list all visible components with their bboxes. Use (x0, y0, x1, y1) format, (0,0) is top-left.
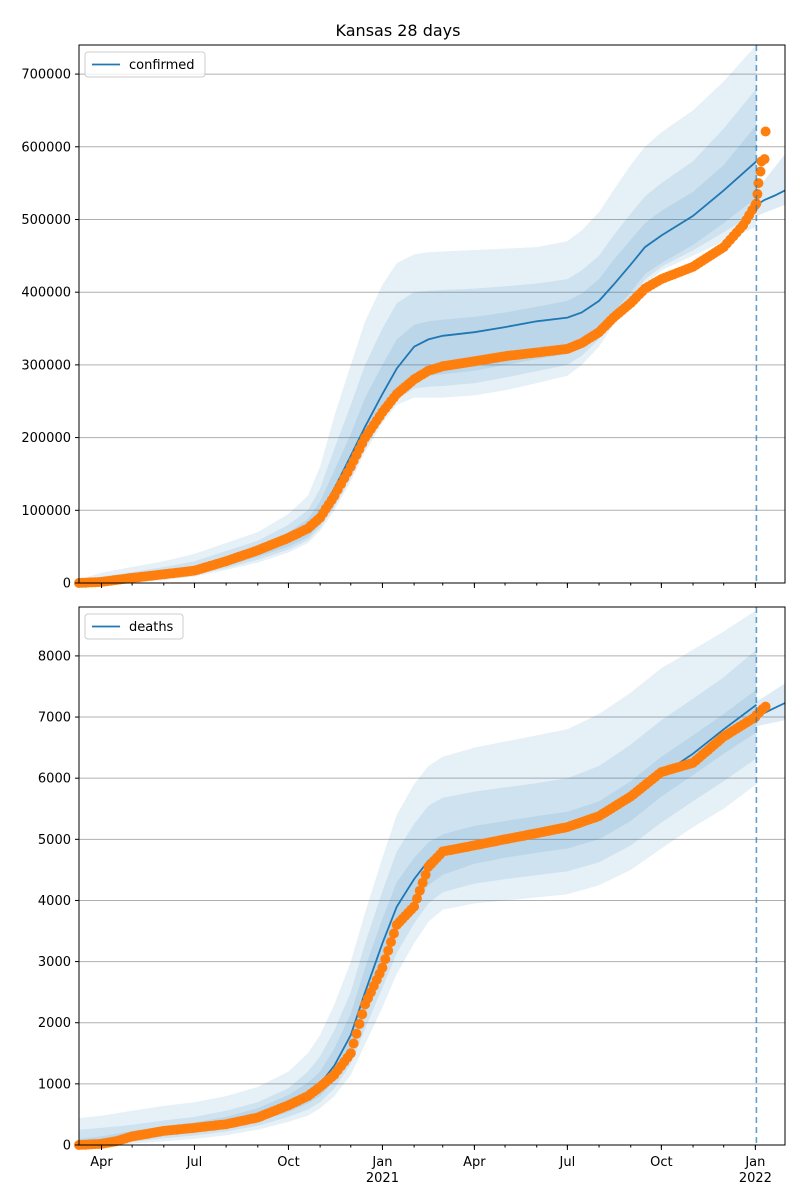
observed-point (351, 1028, 362, 1039)
y-tick-label: 700000 (21, 68, 71, 83)
observed-point (752, 189, 763, 200)
observed-point (753, 178, 764, 189)
observed-point (354, 1019, 365, 1029)
observed-point (345, 1048, 356, 1059)
observed-point (751, 198, 762, 209)
y-tick-label: 1000 (38, 1077, 71, 1092)
observed-point (380, 954, 391, 965)
confidence-band-outer (79, 45, 757, 583)
y-tick-label: 6000 (38, 772, 71, 787)
chart-title: Kansas 28 days (336, 21, 461, 40)
y-tick-label: 3000 (38, 955, 71, 970)
y-tick-label: 5000 (38, 833, 71, 848)
y-tick-label: 7000 (38, 711, 71, 726)
x-tick-label: Oct (650, 1155, 672, 1170)
legend-label: confirmed (129, 58, 195, 73)
forecast-band (756, 683, 785, 727)
y-tick-label: 500000 (21, 213, 71, 228)
deaths-panel: 0 1000 2000 3000 4000 5000 6000 7000 8000 deaths (38, 606, 786, 1154)
x-tick-label: Apr (463, 1155, 486, 1170)
legend: confirmed (84, 51, 206, 78)
y-tick-label: 600000 (21, 140, 71, 155)
observed-point (383, 945, 394, 956)
x-tick-label: Jul (559, 1155, 576, 1170)
x-tick-year-label: 2021 (366, 1171, 399, 1186)
axes-frame (78, 44, 786, 584)
confidence-band-outer (79, 610, 757, 1145)
legend-box (84, 51, 206, 78)
observed-point (755, 166, 766, 177)
confirmed-panel: 0 100000 200000 300000 400000 500000 600000 700… (21, 44, 786, 592)
observed-point (386, 937, 396, 947)
legend-box (84, 613, 184, 640)
observed-point (759, 154, 770, 165)
y-tick-label: 2000 (38, 1016, 71, 1031)
observed-point (760, 701, 771, 712)
x-tick-label: Apr (90, 1155, 113, 1170)
observed-point (357, 1009, 368, 1020)
y-tick-label: 0 (63, 577, 71, 592)
y-tick-label: 0 (63, 1139, 71, 1154)
x-tick-label: Oct (277, 1155, 299, 1170)
legend-label: deaths (129, 620, 174, 635)
confidence-band-inner (79, 125, 757, 583)
observed-point (420, 869, 431, 880)
observed-point (412, 893, 422, 904)
x-tick-label: Jan (744, 1155, 765, 1170)
observed-point (417, 877, 428, 888)
axes-frame (78, 606, 786, 1146)
y-tick-label: 300000 (21, 358, 71, 373)
y-tick-label: 8000 (38, 649, 71, 664)
y-tick-label: 400000 (21, 286, 71, 301)
y-tick-label: 200000 (21, 431, 71, 446)
y-tick-label: 100000 (21, 504, 71, 519)
x-tick-label: Jan (371, 1155, 392, 1170)
legend: deaths (84, 613, 184, 640)
observed-point (348, 1038, 359, 1049)
observed-point (409, 901, 420, 912)
observed-point (388, 928, 399, 939)
x-tick-label: Jul (186, 1155, 203, 1170)
x-tick-year-label: 2022 (739, 1171, 772, 1186)
observed-point (414, 885, 425, 896)
confidence-band-middle (79, 88, 757, 583)
observed-point (760, 126, 771, 137)
observed-point (377, 962, 388, 973)
y-tick-label: 4000 (38, 894, 71, 909)
